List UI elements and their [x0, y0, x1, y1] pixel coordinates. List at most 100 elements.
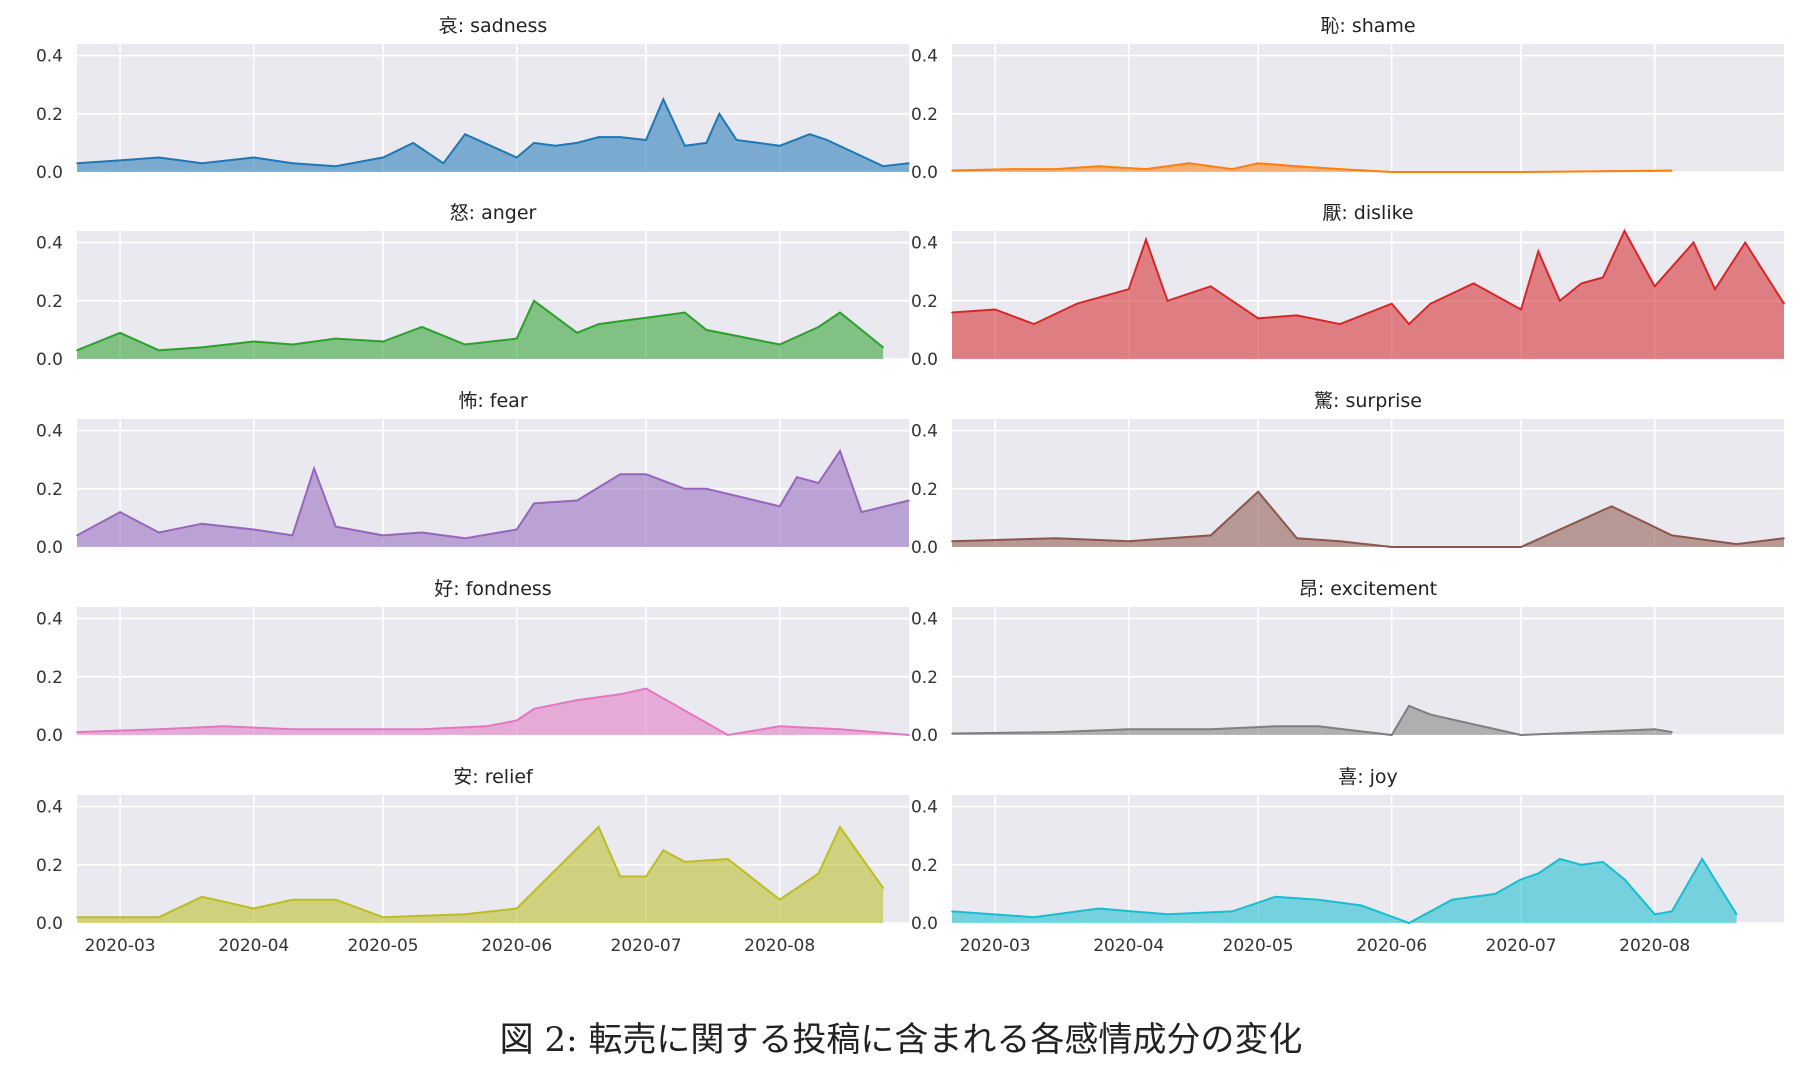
y-tick-label: 0.4: [36, 422, 63, 442]
data-point: [201, 896, 203, 898]
data-point: [908, 499, 910, 502]
data-point: [1296, 314, 1298, 317]
data-point: [778, 145, 781, 147]
data-point: [882, 887, 884, 889]
data-point: [76, 731, 78, 733]
y-tick-label: 0.2: [911, 856, 938, 876]
plot-background: [952, 795, 1784, 923]
data-point: [533, 708, 535, 710]
data-point: [597, 136, 600, 138]
data-point: [705, 329, 708, 331]
data-point: [645, 875, 647, 878]
plot-background: [77, 231, 909, 359]
data-point: [1701, 858, 1703, 860]
data-point: [839, 311, 841, 314]
y-tick-label: 0.2: [36, 480, 63, 500]
panel-title: 厭: dislike: [1322, 202, 1413, 224]
data-point: [515, 528, 518, 531]
x-tick-label: 2020-07: [1486, 936, 1557, 956]
data-point: [252, 340, 255, 343]
y-tick-label: 0.4: [911, 47, 938, 67]
data-point: [839, 826, 841, 828]
data-point: [684, 311, 686, 314]
data-point: [778, 505, 781, 508]
y-tick-label: 0.4: [911, 798, 938, 818]
data-point: [619, 136, 621, 138]
data-point: [1296, 537, 1298, 540]
series-line: [76, 687, 910, 737]
y-tick-label: 0.4: [36, 234, 63, 254]
series-area: [952, 231, 1784, 359]
data-point: [554, 145, 557, 147]
x-tick-label: 2020-03: [960, 936, 1031, 956]
data-point: [1580, 282, 1583, 285]
y-tick-label: 0.0: [36, 350, 63, 370]
panel-title: 昂: excitement: [1299, 578, 1437, 600]
data-point: [778, 898, 781, 901]
data-point: [1257, 317, 1259, 320]
data-point: [222, 725, 225, 728]
data-point: [1231, 910, 1233, 913]
data-point: [1317, 898, 1320, 901]
data-point: [158, 916, 160, 918]
plot-background: [952, 44, 1784, 172]
y-tick-label: 0.4: [36, 798, 63, 818]
series-area: [77, 99, 909, 172]
y-tick-label: 0.2: [911, 105, 938, 125]
data-point: [817, 482, 820, 484]
data-point: [1408, 705, 1410, 707]
data-point: [1623, 878, 1626, 881]
series-area: [77, 688, 909, 735]
y-tick-label: 0.4: [36, 610, 63, 630]
data-point: [1339, 323, 1341, 325]
y-tick-label: 0.0: [911, 350, 938, 370]
data-point: [1559, 858, 1561, 860]
data-point: [291, 162, 294, 165]
x-tick-label: 2020-05: [348, 936, 419, 956]
data-point: [796, 476, 798, 479]
data-point: [1097, 907, 1100, 910]
data-point: [705, 142, 708, 144]
panel-fondness: 好: fondness 0.0 0.2 0.4: [36, 578, 910, 746]
plot-background: [77, 607, 909, 735]
data-point: [597, 323, 600, 325]
y-tick-label: 0.4: [911, 422, 938, 442]
data-point: [994, 308, 996, 311]
data-point: [1145, 168, 1147, 170]
data-point: [1097, 165, 1100, 167]
y-tick-label: 0.2: [911, 480, 938, 500]
data-point: [464, 913, 466, 916]
x-tick-label: 2020-08: [744, 936, 815, 956]
data-point: [1166, 300, 1169, 302]
data-point: [515, 337, 518, 340]
data-point: [1257, 490, 1259, 493]
data-point: [1653, 913, 1656, 916]
y-tick-label: 0.2: [36, 105, 63, 125]
panel-title: 恥: shame: [1320, 15, 1415, 37]
data-point: [1472, 282, 1475, 285]
data-point: [727, 858, 729, 860]
y-tick-label: 0.0: [36, 163, 63, 183]
plot-background: [952, 607, 1784, 735]
data-point: [334, 337, 337, 340]
data-point: [1127, 288, 1130, 291]
data-point: [1166, 913, 1169, 916]
data-point: [1390, 302, 1393, 305]
data-point: [882, 346, 884, 349]
series-line: [76, 96, 910, 168]
data-point: [951, 169, 953, 172]
series-area: [77, 827, 884, 923]
data-point: [76, 916, 78, 918]
data-point: [809, 133, 811, 135]
series-line: [951, 704, 1673, 737]
plot-background: [952, 419, 1784, 547]
x-tick-label: 2020-03: [85, 936, 156, 956]
data-point: [778, 343, 781, 346]
data-point: [1714, 288, 1716, 291]
x-tick-label: 2020-04: [1093, 936, 1164, 956]
data-point: [1209, 728, 1212, 730]
y-tick-label: 0.2: [36, 856, 63, 876]
data-point: [201, 346, 203, 349]
x-tick-label: 2020-07: [611, 936, 682, 956]
data-point: [464, 133, 466, 135]
